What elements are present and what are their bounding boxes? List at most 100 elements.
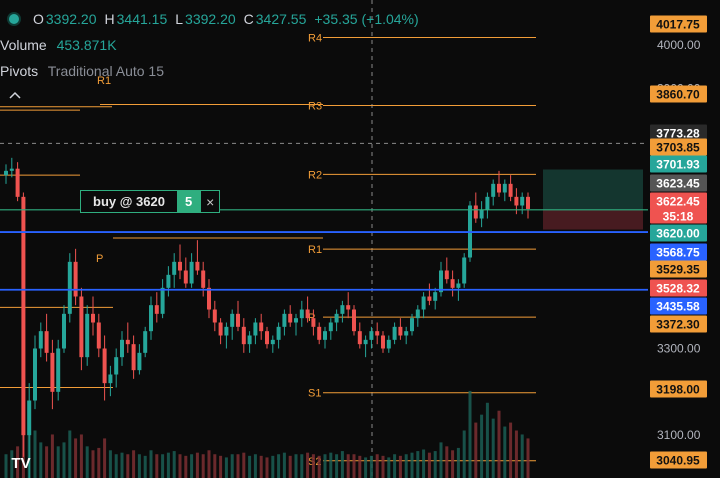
candle-body xyxy=(131,344,136,371)
candle-body xyxy=(386,339,391,349)
candle-body xyxy=(444,270,449,280)
volume-bar xyxy=(236,454,240,478)
volume-bar xyxy=(422,449,426,478)
volume-bar xyxy=(288,455,292,478)
volume-bar xyxy=(340,451,344,478)
price-axis-tick: 4000.00 xyxy=(657,38,701,52)
pivots-legend[interactable]: Pivots Traditional Auto 15 xyxy=(0,63,164,79)
candle-body xyxy=(102,348,107,384)
volume-bar xyxy=(45,446,49,478)
volume-bar xyxy=(445,446,449,478)
order-quantity[interactable]: 5 xyxy=(176,191,201,212)
candle-body xyxy=(270,339,275,345)
change-value: +35.35 (+1.04%) xyxy=(314,11,419,27)
candle-body xyxy=(456,283,461,288)
price-axis-label-bg xyxy=(650,224,707,242)
volume-bar xyxy=(161,454,165,478)
candle-body xyxy=(91,313,95,323)
price-axis-label-bg xyxy=(650,174,707,192)
candle-body xyxy=(236,313,240,327)
volume-bar xyxy=(259,455,263,478)
volume-bar xyxy=(195,452,199,478)
candle-body xyxy=(67,261,72,314)
buy-order-widget[interactable]: buy @ 3620 5 × xyxy=(80,190,221,213)
volume-bar xyxy=(74,438,78,478)
close-icon[interactable]: × xyxy=(200,191,219,212)
volume-bar xyxy=(108,450,112,478)
candle-body xyxy=(363,339,368,345)
candle-body xyxy=(305,309,310,319)
open-label: O xyxy=(33,11,44,27)
tradingview-logo-icon[interactable]: TV xyxy=(5,452,37,474)
volume-bar xyxy=(335,454,339,478)
candle-body xyxy=(137,352,142,371)
volume-bar xyxy=(375,454,379,478)
price-axis-tick: 3100.00 xyxy=(657,428,701,442)
candle-body xyxy=(427,296,432,301)
ohlc-legend: O 3392.20 H 3441.15 L 3392.20 C 3427.55 … xyxy=(0,8,425,30)
target-zone xyxy=(543,169,643,210)
candle-body xyxy=(114,357,119,375)
price-axis-label: 3622.45 xyxy=(656,195,700,209)
price-axis-label-bg xyxy=(650,297,707,315)
volume-bar xyxy=(503,426,507,478)
volume-bar xyxy=(4,454,8,478)
volume-bar xyxy=(172,451,176,478)
price-axis-label: 35:18 xyxy=(663,210,694,224)
candle-body xyxy=(183,270,188,284)
volume-bar xyxy=(358,455,362,478)
candle-body xyxy=(247,335,252,345)
volume-bar xyxy=(509,422,513,478)
candle-body xyxy=(479,209,484,219)
candle-body xyxy=(485,196,490,210)
collapse-legend-button[interactable] xyxy=(2,84,28,106)
volume-bar xyxy=(433,451,437,478)
candle-body xyxy=(421,296,426,310)
volume-bar xyxy=(213,454,217,478)
pivot-label-r3: R3 xyxy=(308,101,322,113)
candle-body xyxy=(207,287,211,310)
price-axis-label-bg xyxy=(650,260,707,278)
volume-bar xyxy=(410,452,414,478)
volume-bar xyxy=(120,452,124,478)
price-axis-label: 3623.45 xyxy=(656,177,700,191)
volume-value: 453.871K xyxy=(56,37,117,53)
volume-bar xyxy=(224,457,228,478)
candle-body xyxy=(224,326,229,336)
close-value: 3427.55 xyxy=(255,11,307,27)
close-label: C xyxy=(243,11,254,27)
price-axis-label-bg xyxy=(650,315,707,333)
volume-bar xyxy=(271,455,275,478)
volume-bar xyxy=(462,430,466,478)
order-label[interactable]: buy @ 3620 xyxy=(93,194,165,209)
candle-body xyxy=(352,309,356,332)
volume-bar xyxy=(155,454,159,478)
price-axis-label: 3773.28 xyxy=(656,127,700,141)
candle-body xyxy=(433,292,438,301)
candle-body xyxy=(282,313,287,327)
volume-bar xyxy=(317,455,321,478)
price-axis-label-bg xyxy=(650,155,707,173)
volume-bar xyxy=(62,442,66,478)
candle-body xyxy=(265,331,269,345)
candle-body xyxy=(398,326,403,336)
price-axis-label-bg xyxy=(650,380,707,398)
volume-legend[interactable]: Volume 453.871K xyxy=(0,37,117,53)
candle-body xyxy=(38,331,43,349)
volume-bar xyxy=(387,457,391,478)
volume-bar xyxy=(468,390,472,478)
candle-body xyxy=(253,322,258,336)
volume-bar xyxy=(416,451,420,478)
volume-bar xyxy=(300,454,304,478)
price-axis-label: 3568.75 xyxy=(656,246,700,260)
pivots-settings: Traditional Auto 15 xyxy=(47,63,164,79)
pivot-label-r2: R2 xyxy=(308,169,322,181)
volume-bar xyxy=(306,452,310,478)
volume-bar xyxy=(137,454,141,478)
volume-bar xyxy=(282,452,286,478)
candle-body xyxy=(108,374,113,384)
candle-body xyxy=(439,270,443,293)
